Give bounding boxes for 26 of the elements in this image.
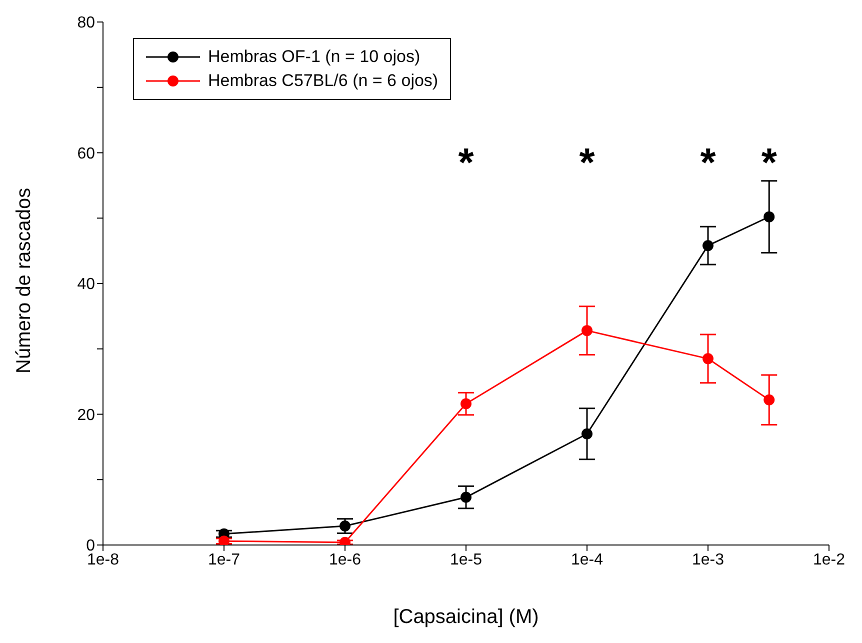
y-tick-label: 20	[77, 406, 96, 424]
point	[702, 353, 714, 364]
annotation: *	[761, 141, 778, 186]
x-tick-label: 1e-2	[812, 551, 846, 568]
point	[582, 325, 592, 336]
y-tick-label: 40	[77, 276, 96, 294]
annotation: *	[458, 141, 474, 186]
point	[340, 520, 350, 532]
annotation: *	[579, 141, 596, 186]
legend-label: Hembras C57BL/6 (n = 6 ojos)	[208, 70, 438, 92]
point	[702, 240, 714, 252]
x-axis-title: [Capsaicina] (M)	[393, 606, 539, 628]
y-axis-title: Número de rascados	[13, 188, 36, 374]
x-tick-label: 1e-5	[450, 551, 482, 568]
x-tick-label: 1e-4	[570, 551, 604, 568]
annotation: *	[700, 141, 716, 186]
y-tick-label: 60	[77, 145, 96, 162]
point	[460, 492, 472, 503]
y-tick-label: 80	[77, 14, 96, 32]
x-tick-label: 1e-3	[692, 551, 724, 568]
point	[218, 536, 230, 545]
point	[582, 428, 592, 440]
legend-label: Hembras OF-1 (n = 10 ojos)	[208, 46, 420, 68]
point	[460, 398, 472, 410]
x-tick-label: 1e-6	[328, 551, 362, 568]
x-tick-label: 1e-7	[208, 551, 240, 568]
